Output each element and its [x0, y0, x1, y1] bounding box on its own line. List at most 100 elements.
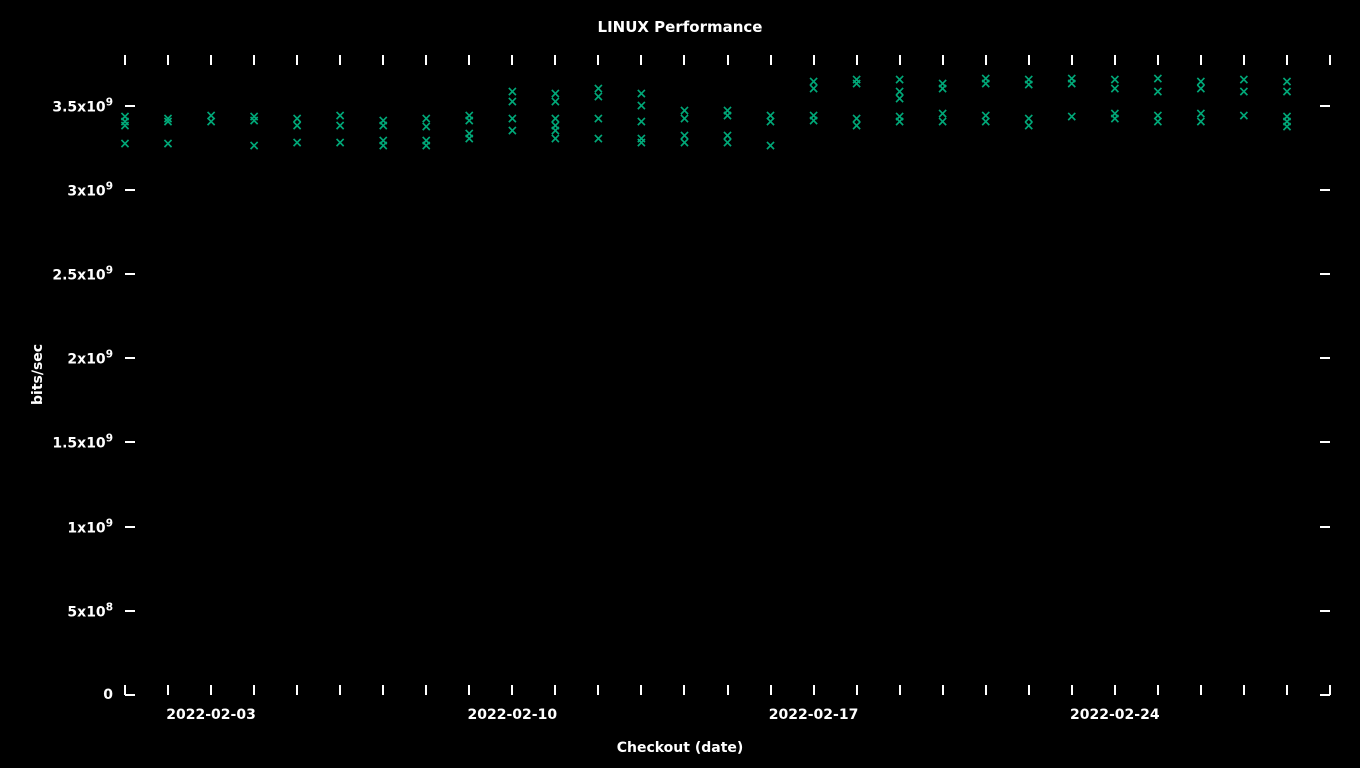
x-tick: [942, 685, 944, 695]
x-tick: [985, 55, 987, 65]
x-tick: [554, 685, 556, 695]
data-point: ×: [636, 136, 648, 150]
data-point: ×: [1281, 120, 1293, 134]
data-point: ×: [506, 95, 518, 109]
y-tick: [1320, 441, 1330, 443]
data-point: ×: [1023, 78, 1035, 92]
x-tick: [511, 685, 513, 695]
x-tick: [727, 55, 729, 65]
x-tick: [899, 685, 901, 695]
y-tick-label: 1.5x109: [52, 433, 113, 452]
y-tick: [125, 189, 135, 191]
x-tick: [597, 685, 599, 695]
data-point: ×: [377, 139, 389, 153]
data-point: ×: [162, 137, 174, 151]
data-point: ×: [980, 115, 992, 129]
x-tick: [425, 685, 427, 695]
y-tick: [125, 105, 135, 107]
x-tick: [985, 685, 987, 695]
x-tick: [856, 685, 858, 695]
data-point: ×: [420, 139, 432, 153]
x-tick-label: 2022-02-03: [166, 707, 256, 723]
data-point: ×: [851, 77, 863, 91]
x-tick: [813, 685, 815, 695]
y-tick-label: 5x108: [67, 601, 113, 620]
data-point: ×: [1238, 109, 1250, 123]
x-tick: [640, 55, 642, 65]
x-tick-label: 2022-02-17: [769, 707, 859, 723]
y-tick-label: 3x109: [67, 180, 113, 199]
data-point: ×: [463, 132, 475, 146]
x-tick: [640, 685, 642, 695]
data-point: ×: [205, 115, 217, 129]
x-tick: [210, 685, 212, 695]
x-tick: [124, 685, 126, 695]
data-point: ×: [334, 136, 346, 150]
data-point: ×: [593, 90, 605, 104]
x-tick: [296, 55, 298, 65]
data-point: ×: [334, 119, 346, 133]
x-tick: [1028, 685, 1030, 695]
x-tick-label: 2022-02-24: [1070, 707, 1160, 723]
x-tick: [942, 55, 944, 65]
data-point: ×: [1238, 85, 1250, 99]
y-tick-label: 1x109: [67, 517, 113, 536]
x-tick: [1071, 55, 1073, 65]
x-tick: [253, 55, 255, 65]
data-point: ×: [593, 112, 605, 126]
chart-title: LINUX Performance: [0, 18, 1360, 36]
y-tick: [1320, 526, 1330, 528]
x-tick: [1114, 55, 1116, 65]
x-tick: [813, 55, 815, 65]
x-tick: [727, 685, 729, 695]
x-tick: [683, 55, 685, 65]
y-tick-label: 2.5x109: [52, 265, 113, 284]
x-tick: [382, 55, 384, 65]
data-point: ×: [636, 99, 648, 113]
data-point: ×: [679, 136, 691, 150]
x-tick: [425, 55, 427, 65]
y-tick: [125, 694, 135, 696]
x-tick: [770, 55, 772, 65]
data-point: ×: [1281, 85, 1293, 99]
data-point: ×: [549, 132, 561, 146]
y-tick: [125, 610, 135, 612]
x-tick: [1243, 685, 1245, 695]
x-tick: [1329, 55, 1331, 65]
x-tick: [770, 685, 772, 695]
y-tick: [125, 526, 135, 528]
data-point: ×: [937, 115, 949, 129]
data-point: ×: [765, 139, 777, 153]
x-tick: [1286, 685, 1288, 695]
y-tick: [125, 273, 135, 275]
y-tick: [1320, 105, 1330, 107]
data-point: ×: [1152, 115, 1164, 129]
data-point: ×: [248, 114, 260, 128]
data-point: ×: [1109, 82, 1121, 96]
x-tick: [167, 55, 169, 65]
data-point: ×: [1195, 82, 1207, 96]
x-tick: [296, 685, 298, 695]
x-tick: [1200, 685, 1202, 695]
x-tick: [468, 55, 470, 65]
y-tick: [1320, 357, 1330, 359]
data-point: ×: [722, 136, 734, 150]
x-tick: [1200, 55, 1202, 65]
data-point: ×: [980, 77, 992, 91]
x-tick: [597, 55, 599, 65]
x-tick: [1243, 55, 1245, 65]
data-point: ×: [248, 139, 260, 153]
data-point: ×: [894, 92, 906, 106]
data-point: ×: [593, 132, 605, 146]
data-point: ×: [937, 82, 949, 96]
y-tick-label: 0: [103, 687, 113, 703]
y-tick: [1320, 610, 1330, 612]
x-tick: [167, 685, 169, 695]
data-point: ×: [808, 82, 820, 96]
x-tick: [856, 55, 858, 65]
x-tick-label: 2022-02-10: [468, 707, 558, 723]
y-tick: [125, 441, 135, 443]
x-tick: [1286, 55, 1288, 65]
x-tick: [1071, 685, 1073, 695]
x-tick: [210, 55, 212, 65]
